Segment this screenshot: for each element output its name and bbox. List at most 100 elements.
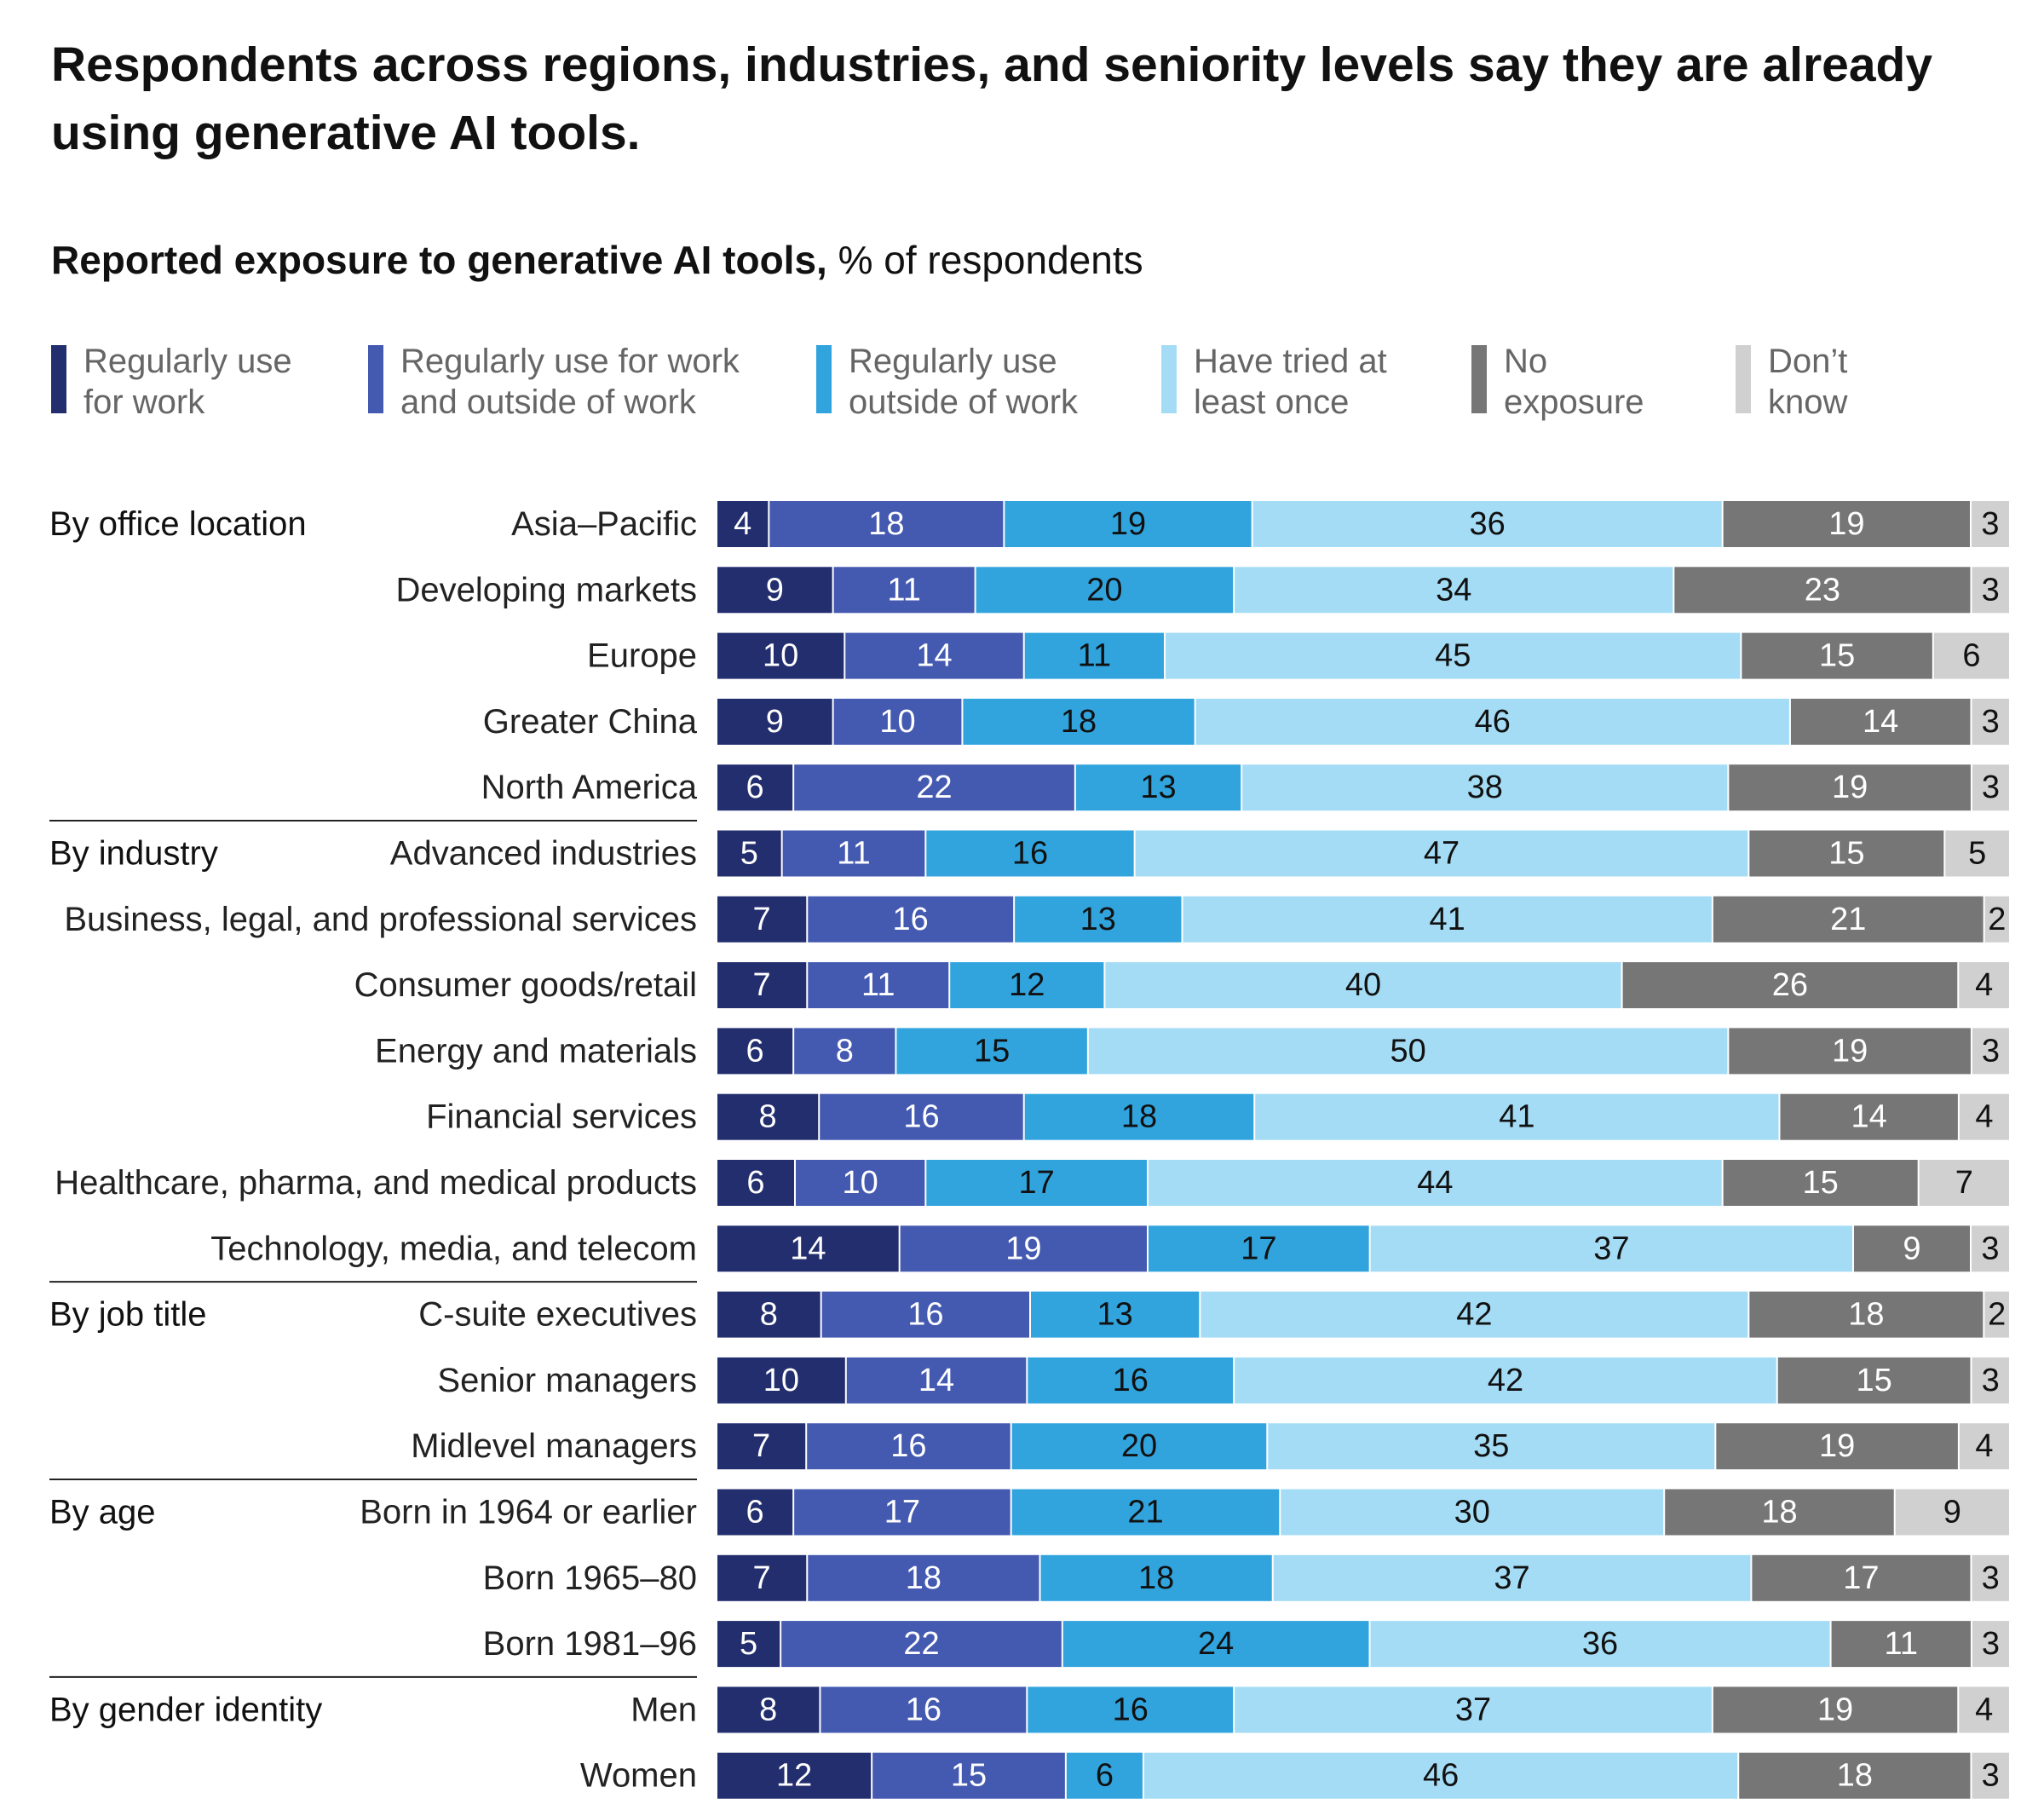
bar-segment bbox=[717, 1028, 793, 1075]
data-label: 15 bbox=[1828, 836, 1864, 872]
data-label: 42 bbox=[1488, 1363, 1523, 1398]
bar-segment bbox=[1143, 1752, 1738, 1799]
chart-subtitle: Reported exposure to generative AI tools… bbox=[51, 234, 1143, 285]
data-label: 37 bbox=[1455, 1692, 1491, 1727]
bar-segment bbox=[1972, 1357, 2009, 1404]
row-label: North America bbox=[481, 769, 698, 806]
data-label: 11 bbox=[1078, 638, 1111, 674]
bar-segment bbox=[1945, 830, 2009, 877]
bar-segment bbox=[820, 1093, 1023, 1140]
data-label: 16 bbox=[903, 1099, 939, 1135]
data-label: 3 bbox=[1982, 1033, 2000, 1069]
legend-label: Don’t know bbox=[1768, 343, 1848, 421]
bar-segment bbox=[781, 1621, 1062, 1668]
bar-segment bbox=[833, 567, 975, 614]
data-label: 5 bbox=[740, 1626, 757, 1662]
bar-segment bbox=[1011, 1489, 1280, 1536]
bar-segment bbox=[1674, 567, 1971, 614]
data-label: 37 bbox=[1593, 1231, 1629, 1266]
data-label: 5 bbox=[1968, 836, 1986, 872]
bar-segment bbox=[1105, 962, 1621, 1009]
data-label: 19 bbox=[1828, 506, 1864, 542]
bar-segment bbox=[1972, 567, 2009, 614]
row-label: Born in 1964 or earlier bbox=[360, 1494, 697, 1531]
data-label: 30 bbox=[1454, 1495, 1490, 1531]
row-label: Developing markets bbox=[396, 571, 698, 608]
bar-segment bbox=[796, 1160, 925, 1206]
legend-swatch bbox=[1161, 345, 1177, 413]
data-label: 7 bbox=[1955, 1165, 1973, 1201]
subtitle-bold: Reported exposure to generative AI tools… bbox=[51, 238, 827, 282]
data-label: 20 bbox=[1086, 572, 1122, 608]
bar-segment bbox=[900, 1225, 1147, 1272]
bar-segment bbox=[1959, 962, 2009, 1009]
bar-segment bbox=[1252, 501, 1722, 547]
bar-segment bbox=[1235, 567, 1673, 614]
data-label: 8 bbox=[759, 1099, 777, 1135]
bar-segment bbox=[1972, 698, 2009, 745]
bar-segment bbox=[1024, 632, 1165, 679]
data-label: 7 bbox=[752, 1428, 770, 1464]
bar-segment bbox=[1972, 1028, 2009, 1075]
bar-segment bbox=[1268, 1423, 1715, 1470]
data-label: 2 bbox=[1988, 902, 2006, 937]
bar-segment bbox=[872, 1752, 1065, 1799]
bar-segment bbox=[717, 1554, 807, 1601]
bar-segment bbox=[717, 1489, 793, 1536]
data-label: 16 bbox=[906, 1692, 941, 1727]
data-label: 19 bbox=[1832, 770, 1868, 805]
row-label: Women bbox=[580, 1757, 697, 1795]
bar-segment bbox=[1972, 501, 2009, 547]
legend-swatch bbox=[816, 345, 832, 413]
data-label: 5 bbox=[740, 836, 758, 872]
data-label: 12 bbox=[776, 1758, 812, 1794]
bar-segment bbox=[1895, 1489, 2009, 1536]
data-label: 21 bbox=[1127, 1495, 1163, 1531]
group-label: By industry bbox=[49, 835, 218, 873]
data-label: 11 bbox=[1885, 1626, 1918, 1662]
bar-segment bbox=[782, 830, 925, 877]
row-label: Asia–Pacific bbox=[511, 505, 697, 543]
data-label: 4 bbox=[1975, 1428, 1993, 1464]
data-label: 15 bbox=[974, 1033, 1010, 1069]
bar-segment bbox=[1622, 962, 1958, 1009]
data-label: 6 bbox=[746, 1033, 764, 1069]
data-label: 14 bbox=[790, 1231, 826, 1266]
data-label: 11 bbox=[887, 572, 920, 608]
row-label: Europe bbox=[587, 637, 697, 675]
bar-segment bbox=[1088, 1028, 1728, 1075]
bar-segment bbox=[1273, 1554, 1751, 1601]
bar-segment bbox=[1959, 1093, 2009, 1140]
bar-segment bbox=[1031, 1291, 1200, 1338]
data-label: 40 bbox=[1345, 967, 1381, 1003]
data-label: 23 bbox=[1805, 572, 1840, 608]
bar-segment bbox=[1028, 1357, 1234, 1404]
data-label: 22 bbox=[916, 770, 952, 805]
row-label: Technology, media, and telecom bbox=[210, 1230, 697, 1267]
data-label: 19 bbox=[1005, 1231, 1041, 1266]
data-label: 6 bbox=[746, 770, 764, 805]
bar-segment bbox=[1024, 1093, 1254, 1140]
data-label: 13 bbox=[1140, 770, 1176, 805]
data-label: 41 bbox=[1430, 902, 1465, 937]
bar-segment bbox=[963, 698, 1195, 745]
data-label: 21 bbox=[1830, 902, 1866, 937]
data-label: 3 bbox=[1982, 1560, 2000, 1596]
bar-segment bbox=[1255, 1093, 1779, 1140]
data-label: 17 bbox=[1019, 1165, 1055, 1201]
data-label: 3 bbox=[1981, 1231, 1999, 1266]
data-label: 11 bbox=[837, 836, 870, 872]
data-label: 3 bbox=[1982, 1626, 2000, 1662]
legend-label: No exposure bbox=[1504, 343, 1644, 421]
legend: Regularly use for work Regularly use for… bbox=[51, 341, 2011, 426]
data-label: 47 bbox=[1424, 836, 1460, 872]
data-label: 18 bbox=[1138, 1560, 1174, 1596]
bar-segment bbox=[1005, 501, 1252, 547]
bar-segment bbox=[1062, 1621, 1369, 1668]
group-label: By office location bbox=[49, 505, 307, 543]
bar-segment bbox=[808, 962, 949, 1009]
row-label: Healthcare, pharma, and medical products bbox=[55, 1164, 697, 1202]
bar-segment bbox=[717, 1160, 794, 1206]
data-label: 19 bbox=[1110, 506, 1146, 542]
data-label: 16 bbox=[893, 902, 929, 937]
